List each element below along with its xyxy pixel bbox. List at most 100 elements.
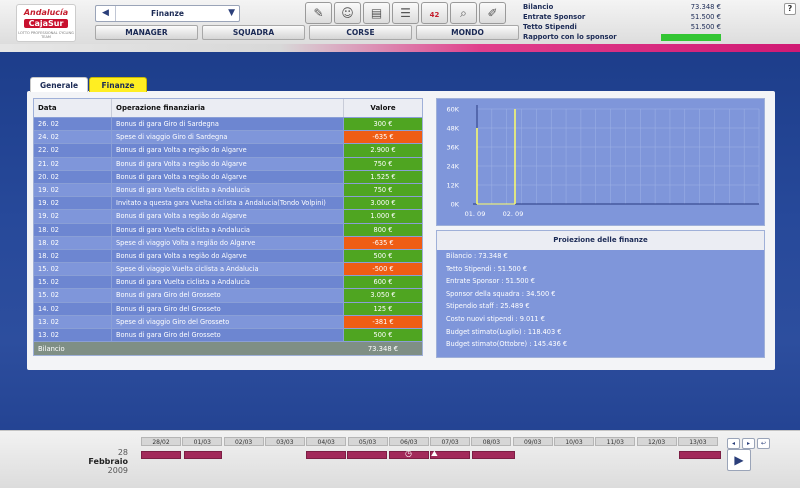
logo-top-text: Andalucía <box>23 8 69 17</box>
table-row[interactable]: 13. 02 Spese di viaggio Giro del Grosseto… <box>34 314 422 328</box>
search-icon[interactable]: ⌕ <box>450 2 477 24</box>
row-value: -500 € <box>344 263 422 276</box>
row-operation: Bonus di gara Giro del Grosseto <box>112 302 344 315</box>
balance-chart-svg: 60K 48K 36K 24K 12K 0K 01. 09 02. 09 <box>446 105 760 218</box>
edit-icon[interactable]: ✐ <box>479 2 506 24</box>
timeline-day-label[interactable]: 05/03 <box>347 437 388 446</box>
timeline-day-label[interactable]: 12/03 <box>636 437 677 446</box>
help-button[interactable]: ? <box>784 3 796 15</box>
timeline-event[interactable] <box>430 451 470 459</box>
timeline-today-button[interactable]: ↩ <box>757 438 770 449</box>
footer-value: 73.348 € <box>367 345 399 354</box>
table-row[interactable]: 19. 02 Invitato a questa gara Vuelta cicl… <box>34 196 422 210</box>
nav-manager-button[interactable]: MANAGER <box>95 25 198 40</box>
timeline-next-button[interactable]: ▸ <box>742 438 755 449</box>
timeline-day-label[interactable]: 04/03 <box>306 437 347 446</box>
timeline-day-label[interactable]: 03/03 <box>264 437 305 446</box>
row-operation: Bonus di gara Volta a região do Algarve <box>112 144 344 157</box>
table-body: 26. 02 Bonus di gara Giro di Sardegna 300 … <box>34 117 422 342</box>
table-row[interactable]: 13. 02 Bonus di gara Giro del Grosseto 500… <box>34 328 422 342</box>
manager-icon[interactable]: ☺ <box>334 2 361 24</box>
projection-line: Bilancio : 73.348 € <box>446 252 508 260</box>
table-row[interactable]: 20. 02 Bonus di gara Volta a região do Al… <box>34 169 422 183</box>
chevron-down-icon[interactable]: ▼ <box>228 8 235 18</box>
chart-y-tick-label: 24K <box>446 163 459 171</box>
timeline-event[interactable] <box>679 451 721 459</box>
clock-icon: ◷ <box>405 449 412 458</box>
row-date: 15. 02 <box>34 276 112 289</box>
continue-play-button[interactable]: ▶ <box>727 449 751 471</box>
back-arrow-icon[interactable]: ◀ <box>96 6 116 21</box>
row-value: 500 € <box>344 249 422 263</box>
timeline-event[interactable] <box>306 451 346 459</box>
current-month: Febbraio <box>88 457 128 466</box>
table-row[interactable]: 21. 02 Bonus di gara Volta a região do Al… <box>34 156 422 170</box>
row-date: 20. 02 <box>34 170 112 183</box>
tab-generale[interactable]: Generale <box>30 77 88 92</box>
contract-icon[interactable]: ✎ <box>305 2 332 24</box>
chart-x-tick-label: 02. 09 <box>503 210 524 218</box>
transactions-table: Data Operazione finanziaria Valore 26. 0… <box>33 98 423 357</box>
table-row[interactable]: 15. 02 Bonus di gara Vuelta ciclista a An… <box>34 275 422 289</box>
row-date: 18. 02 <box>34 223 112 236</box>
row-date: 15. 02 <box>34 289 112 302</box>
timeline-day-label[interactable]: 01/03 <box>182 437 223 446</box>
row-value: 600 € <box>344 276 422 289</box>
projection-line: Budget stimato(Luglio) : 118.403 € <box>446 327 562 336</box>
header-accent-line <box>0 44 800 52</box>
timeline-event[interactable] <box>472 451 515 459</box>
chart-y-tick-label: 36K <box>446 144 459 152</box>
table-row[interactable]: 15. 02 Spese di viaggio Vuelta ciclista a… <box>34 262 422 276</box>
table-row[interactable]: 24. 02 Spese di viaggio Giro di Sardegna -… <box>34 130 422 144</box>
row-date: 14. 02 <box>34 302 112 315</box>
table-row[interactable]: 18. 02 Bonus di gara Vuelta ciclista a An… <box>34 222 422 236</box>
timeline-day-label[interactable]: 28/02 <box>141 437 181 446</box>
section-selector[interactable]: ◀ Finanze ▼ <box>95 5 240 22</box>
nav-squadra-button[interactable]: SQUADRA <box>202 25 305 40</box>
timeline-day-label[interactable]: 09/03 <box>512 437 553 446</box>
timeline-day-label[interactable]: 02/03 <box>223 437 264 446</box>
timeline-day-label[interactable]: 13/03 <box>677 437 718 446</box>
timeline-day-label[interactable]: 07/03 <box>430 437 471 446</box>
table-row[interactable]: 19. 02 Bonus di gara Volta a região do Al… <box>34 209 422 223</box>
timeline-day-label[interactable]: 08/03 <box>471 437 512 446</box>
row-date: 19. 02 <box>34 183 112 197</box>
table-row[interactable]: 18. 02 Spese di viaggio Volta a região do… <box>34 235 422 249</box>
table-row[interactable]: 19. 02 Bonus di gara Vuelta ciclista a An… <box>34 182 422 197</box>
summary-bilancio: Bilancio 73.348 € <box>523 3 721 11</box>
timeline-event[interactable] <box>141 451 181 459</box>
row-date: 22. 02 <box>34 144 112 157</box>
nav-mondo-button[interactable]: MONDO <box>416 25 519 40</box>
timeline-day-label[interactable]: 11/03 <box>595 437 636 446</box>
row-date: 19. 02 <box>34 210 112 223</box>
nav-corse-button[interactable]: CORSE <box>309 25 412 40</box>
table-row[interactable]: 26. 02 Bonus di gara Giro di Sardegna 300 … <box>34 117 422 131</box>
timeline-prev-button[interactable]: ◂ <box>727 438 740 449</box>
projection-line: Costo nuovi stipendi : 9.011 € <box>446 314 545 323</box>
timeline-event[interactable] <box>184 451 222 459</box>
table-row[interactable]: 15. 02 Bonus di gara Giro del Grosseto 3.0… <box>34 288 422 302</box>
timeline-event[interactable] <box>389 451 429 459</box>
col-header-valore[interactable]: Valore <box>370 104 396 112</box>
timeline-event[interactable] <box>347 451 387 459</box>
money-icon[interactable]: ▤ <box>363 2 390 24</box>
table-row[interactable]: 18. 02 Bonus di gara Volta a região do Al… <box>34 248 422 263</box>
col-header-operazione[interactable]: Operazione finanziaria <box>112 99 344 117</box>
summary-entrate-sponsor: Entrate Sponsor 51.500 € <box>523 13 721 21</box>
row-operation: Spese di viaggio Volta a região do Algar… <box>112 236 344 249</box>
current-date: 28 Febbraio 2009 <box>80 448 128 475</box>
table-row[interactable]: 14. 02 Bonus di gara Giro del Grosseto 125… <box>34 301 422 315</box>
col-header-data[interactable]: Data <box>34 99 112 117</box>
row-operation: Bonus di gara Volta a região do Algarve <box>112 249 344 263</box>
finance-summary: Bilancio 73.348 € Entrate Sponsor 51.500… <box>523 3 721 43</box>
row-value: 3.050 € <box>344 289 422 302</box>
timeline-day-label[interactable]: 06/03 <box>388 437 429 446</box>
tab-finanze[interactable]: Finanze <box>89 77 147 92</box>
chart-y-tick-label: 60K <box>446 106 459 114</box>
row-date: 18. 02 <box>34 249 112 263</box>
notebook-icon[interactable]: ☰ <box>392 2 419 24</box>
balance-chart: 60K 48K 36K 24K 12K 0K 01. 09 02. 09 <box>436 98 765 226</box>
timeline-day-label[interactable]: 10/03 <box>554 437 594 446</box>
table-row[interactable]: 22. 02 Bonus di gara Volta a região do Al… <box>34 143 422 157</box>
calendar-icon[interactable]: 42 <box>421 2 448 24</box>
